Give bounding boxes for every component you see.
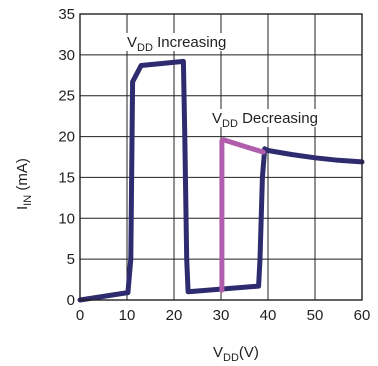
plot-frame <box>79 13 363 301</box>
x-tick-label: 50 <box>307 307 324 324</box>
x-tick-label: 0 <box>76 307 84 324</box>
annotation-increasing: VDD Increasing <box>127 34 226 54</box>
annotation-increasing-bg <box>124 33 251 51</box>
y-tick-label: 35 <box>58 6 75 23</box>
y-tick-label: 10 <box>58 210 75 227</box>
tick-labels: 0 10 20 30 40 50 60 0 5 10 15 20 25 30 35 <box>58 6 370 324</box>
y-tick-label: 30 <box>58 47 75 64</box>
x-tick-label: 30 <box>213 307 230 324</box>
y-tick-label: 20 <box>58 129 75 146</box>
x-axis-label: VDD(V) <box>213 344 259 364</box>
x-tick-label: 20 <box>166 307 183 324</box>
y-tick-label: 15 <box>58 169 75 186</box>
y-tick-label: 5 <box>67 251 75 268</box>
x-tick-label: 60 <box>354 307 371 324</box>
series-line-vdd-increasing <box>77 58 365 303</box>
x-tick-label: 40 <box>260 307 277 324</box>
annotation-decreasing-bg <box>208 109 342 127</box>
annotation-decreasing: VDD Decreasing <box>212 110 318 130</box>
series-layer <box>77 58 365 303</box>
y-tick-label: 25 <box>58 88 75 105</box>
series-line-vdd-decreasing <box>219 137 266 293</box>
y-tick-label: 0 <box>67 292 75 309</box>
annotation-layer: VDD Increasing VDD Decreasing <box>124 33 342 130</box>
y-axis-label: IIN (mA) <box>14 158 34 210</box>
x-tick-label: 10 <box>119 307 136 324</box>
